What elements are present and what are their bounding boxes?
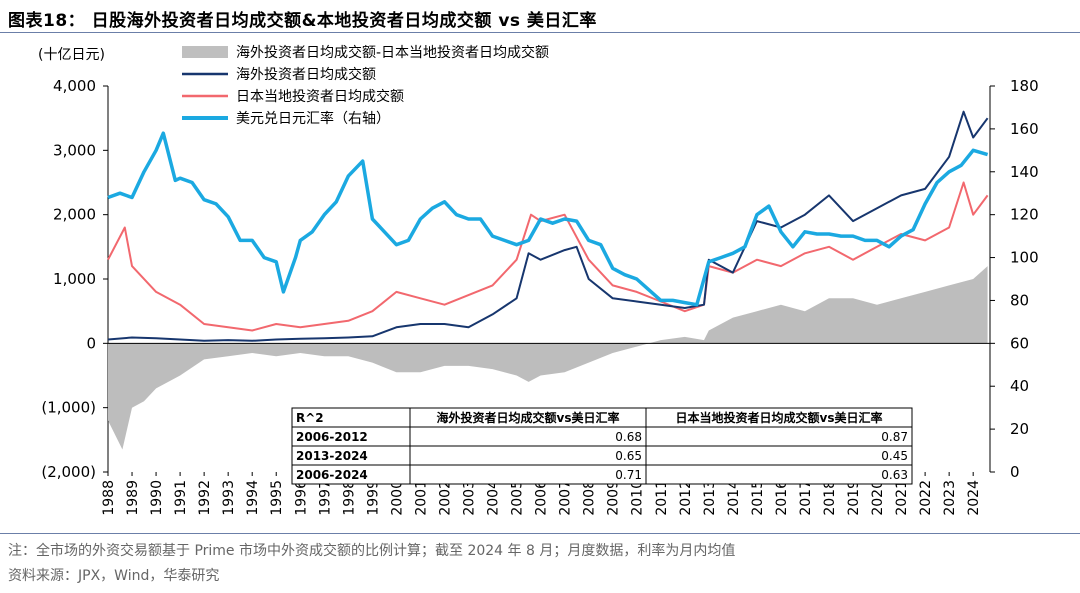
x-tick-label: 2022 [918,480,934,516]
x-tick-label: 2006 [534,480,550,516]
right-tick-label: 120 [1010,206,1039,224]
x-tick-label: 2014 [726,480,742,516]
series-line-local [107,181,989,332]
table-header: R^2 [296,411,324,425]
x-tick-label: 2012 [678,480,694,516]
x-tick-label: 2009 [606,480,622,516]
x-tick-label: 1988 [101,480,117,516]
series-area-diff [108,266,988,450]
x-tick-label: 1999 [365,480,381,516]
right-tick-label: 80 [1010,291,1029,309]
x-tick-label: 1990 [149,480,165,516]
x-tick-label: 2000 [389,480,405,516]
x-tick-label: 2001 [413,480,429,516]
table-cell-period: 2013-2024 [296,449,368,463]
left-tick-label: 0 [86,334,96,352]
right-tick-label: 60 [1010,334,1029,352]
legend-label: 美元兑日元汇率（右轴） [236,110,390,127]
table-cell-value: 0.71 [615,468,642,482]
left-tick-label: 2,000 [53,206,96,224]
x-tick-label: 2018 [822,480,838,516]
x-tick-label: 2007 [558,480,574,516]
right-tick-label: 40 [1010,377,1029,395]
series-line-usdjpy [107,131,989,307]
series-line-foreign [107,110,989,342]
x-tick-label: 2015 [750,480,766,516]
x-tick-label: 1996 [293,480,309,516]
x-tick-label: 2023 [942,480,958,516]
x-tick-label: 1998 [341,480,357,516]
right-tick-label: 160 [1010,120,1039,138]
x-tick-label: 1991 [173,480,189,516]
source-note: 资料来源：JPX，Wind，华泰研究 [8,568,220,584]
footer-divider [0,533,1080,534]
x-tick-label: 2011 [654,480,670,516]
right-tick-label: 0 [1010,463,1020,481]
table-cell-value: 0.87 [881,430,908,444]
x-tick-label: 1993 [221,480,237,516]
right-tick-label: 140 [1010,163,1039,181]
x-tick-label: 2010 [630,480,646,516]
left-tick-label: (1,000) [41,399,96,417]
table-cell-period: 2006-2012 [296,430,368,444]
legend-label: 海外投资者日均成交额 [236,66,376,83]
x-tick-label: 2004 [486,480,502,516]
x-tick-label: 2003 [461,480,477,516]
x-tick-label: 1997 [317,480,333,516]
x-tick-label: 1989 [125,480,141,516]
left-tick-label: 4,000 [53,77,96,95]
left-tick-label: (2,000) [41,463,96,481]
legend-label: 海外投资者日均成交额-日本当地投资者日均成交额 [236,44,549,61]
left-axis-unit: (十亿日元) [38,47,105,63]
right-tick-label: 180 [1010,77,1039,95]
x-tick-label: 2019 [846,480,862,516]
x-tick-label: 2017 [798,480,814,516]
right-tick-label: 20 [1010,420,1029,438]
left-tick-label: 3,000 [53,141,96,159]
x-tick-label: 2016 [774,480,790,516]
table-cell-value: 0.45 [881,449,908,463]
legend-label: 日本当地投资者日均成交额 [236,88,404,105]
title-divider [0,32,1080,33]
x-tick-label: 2008 [582,480,598,516]
table-cell-value: 0.65 [615,449,642,463]
x-tick-label: 1992 [197,480,213,516]
legend-swatch-area [182,46,228,58]
right-tick-label: 100 [1010,249,1039,267]
x-tick-label: 2020 [870,480,886,516]
table-cell-period: 2006-2024 [296,468,368,482]
left-tick-label: 1,000 [53,270,96,288]
table-cell-value: 0.68 [615,430,642,444]
x-tick-label: 1995 [269,480,285,516]
footnote: 注：全市场的外资交易额基于 Prime 市场中外资成交额的比例计算；截至 202… [8,543,736,559]
x-tick-label: 2024 [966,480,982,516]
table-header: 海外投资者日均成交额vs美日汇率 [437,410,620,425]
table-header: 日本当地投资者日均成交额vs美日汇率 [676,410,883,425]
x-tick-label: 2021 [894,480,910,516]
x-tick-label: 1994 [245,480,261,516]
table-cell-value: 0.63 [881,468,908,482]
x-tick-label: 2013 [702,480,718,516]
chart-title: 图表18： 日股海外投资者日均成交额&本地投资者日均成交额 vs 美日汇率 [8,11,597,31]
x-tick-label: 2005 [510,480,526,516]
x-tick-label: 2002 [437,480,453,516]
